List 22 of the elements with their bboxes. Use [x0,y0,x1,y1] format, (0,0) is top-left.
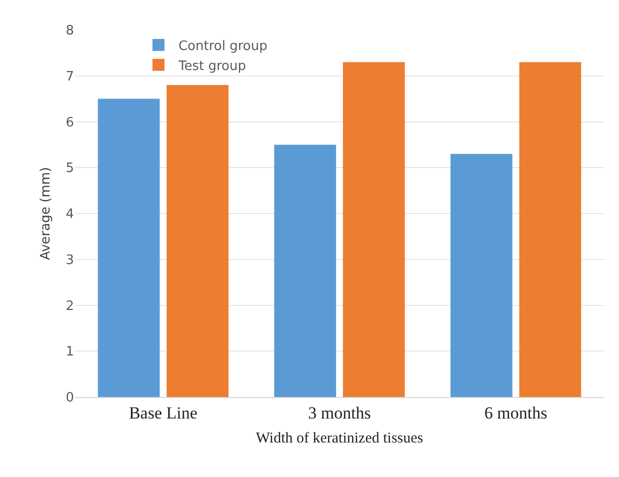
bar [166,85,228,397]
legend-label: Test group [177,58,246,74]
legend-label: Control group [178,39,268,54]
x-axis-title: Width of keratinized tissues [256,430,424,446]
bar [342,62,405,397]
y-tick-label: 6 [66,115,74,130]
x-tick-label: 3 months [308,403,371,422]
x-tick-label: Base Line [128,403,198,422]
x-tick-label: 6 months [484,403,548,422]
y-tick-label: 2 [66,298,74,314]
y-tick-label: 8 [66,24,74,39]
y-tick-label: 3 [66,252,74,268]
y-tick-label: 5 [66,161,74,176]
bar [98,98,160,397]
y-tick-label: 4 [66,207,74,222]
y-tick-label: 0 [66,390,74,406]
y-axis-title: Average (mm) [38,167,54,260]
y-tick-label: 7 [66,69,74,84]
bar [450,154,512,397]
y-tick-label: 1 [66,344,74,360]
bar [519,62,582,397]
bar [274,144,336,397]
